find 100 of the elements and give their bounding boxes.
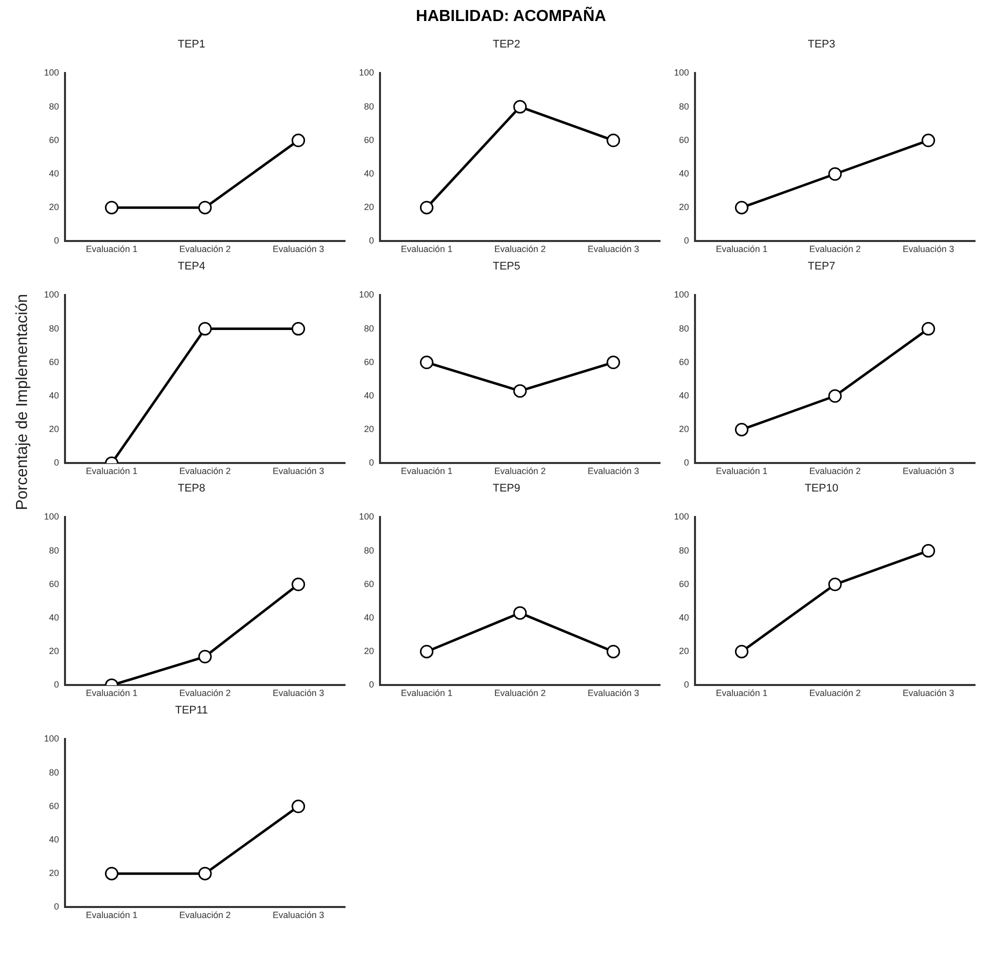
x-tick-label: Evaluación 3 — [902, 466, 954, 476]
x-tick-label: Evaluación 2 — [494, 466, 546, 476]
point — [828, 389, 842, 403]
y-tick-label: 100 — [358, 512, 374, 522]
y-tick-label: 0 — [369, 458, 374, 468]
chart-title: TEP10 — [804, 482, 838, 495]
y-tick-label: 40 — [679, 168, 690, 178]
chart-title: TEP2 — [492, 38, 520, 51]
y-tick-label: 100 — [358, 68, 374, 78]
x-tick-label: Evaluación 3 — [902, 244, 954, 254]
chart-title: TEP8 — [178, 482, 206, 495]
y-tick-label: 80 — [364, 101, 374, 112]
point — [513, 100, 527, 114]
y-tick-label: 80 — [49, 101, 60, 112]
y-tick-label: 0 — [684, 458, 690, 468]
y-tick-label: 20 — [364, 646, 374, 656]
x-tick-label: Evaluación 1 — [716, 466, 768, 476]
point — [734, 644, 748, 658]
y-tick-label: 100 — [674, 512, 690, 522]
y-tick-label: 40 — [679, 612, 690, 622]
chart-title: TEP11 — [175, 704, 208, 717]
y-tick-label: 80 — [679, 323, 690, 334]
y-tick-label: 60 — [364, 578, 374, 589]
x-tick-label: Evaluación 2 — [179, 910, 231, 920]
y-tick-label: 20 — [364, 202, 374, 212]
y-tick-label: 0 — [684, 236, 690, 246]
y-tick-label: 60 — [49, 356, 60, 367]
x-tick-label: Evaluación 3 — [588, 688, 640, 698]
point — [828, 167, 842, 181]
x-tick-label: Evaluación 3 — [272, 910, 324, 920]
y-tick-label: 80 — [49, 767, 60, 778]
y-tick-label: 60 — [364, 134, 374, 145]
chart-title: TEP3 — [808, 38, 836, 51]
y-tick-label: 100 — [44, 512, 60, 522]
y-tick-label: 20 — [364, 424, 374, 434]
point — [734, 200, 748, 214]
point — [734, 422, 748, 436]
point — [922, 134, 936, 148]
y-tick-label: 60 — [679, 356, 690, 367]
chart-title: TEP4 — [178, 260, 206, 273]
x-tick-label: Evaluación 3 — [272, 244, 324, 254]
x-tick-label: Evaluación 3 — [902, 688, 954, 698]
y-tick-label: 20 — [679, 646, 690, 656]
x-tick-label: Evaluación 1 — [400, 244, 452, 254]
x-tick-label: Evaluación 2 — [494, 688, 546, 698]
y-tick-label: 60 — [49, 800, 60, 811]
y-tick-label: 100 — [674, 290, 690, 300]
y-tick-label: 60 — [49, 134, 60, 145]
chart-title: TEP9 — [492, 482, 520, 495]
y-tick-label: 0 — [369, 236, 374, 246]
x-tick-label: Evaluación 2 — [809, 688, 861, 698]
x-tick-label: Evaluación 3 — [588, 244, 640, 254]
y-tick-label: 20 — [49, 868, 60, 878]
x-tick-label: Evaluación 1 — [86, 910, 138, 920]
y-tick-label: 60 — [364, 356, 374, 367]
y-tick-label: 80 — [364, 545, 374, 556]
x-tick-label: Evaluación 1 — [400, 466, 452, 476]
point — [606, 134, 620, 148]
x-tick-label: Evaluación 1 — [716, 244, 768, 254]
y-tick-label: 100 — [358, 290, 374, 300]
y-tick-label: 40 — [49, 834, 60, 844]
y-tick-label: 80 — [679, 545, 690, 556]
y-tick-label: 0 — [369, 680, 374, 690]
x-tick-label: Evaluación 1 — [86, 466, 138, 476]
y-tick-label: 60 — [49, 578, 60, 589]
chart-title: TEP1 — [178, 38, 206, 51]
x-tick-label: Evaluación 2 — [809, 244, 861, 254]
point — [922, 544, 936, 558]
y-tick-label: 100 — [44, 290, 60, 300]
y-tick-label: 40 — [49, 612, 60, 622]
y-axis-title: Porcentaje de Implementación — [14, 294, 32, 510]
y-tick-label: 0 — [54, 680, 60, 690]
y-tick-label: 60 — [679, 578, 690, 589]
y-tick-label: 0 — [684, 680, 690, 690]
x-tick-label: Evaluación 3 — [272, 466, 324, 476]
y-tick-label: 20 — [49, 202, 60, 212]
y-tick-label: 80 — [49, 545, 60, 556]
y-tick-label: 80 — [364, 323, 374, 334]
x-tick-label: Evaluación 1 — [400, 688, 452, 698]
x-tick-label: Evaluación 2 — [179, 466, 231, 476]
y-tick-label: 40 — [49, 390, 60, 400]
y-tick-label: 0 — [54, 236, 60, 246]
y-tick-label: 20 — [49, 646, 60, 656]
y-tick-label: 60 — [679, 134, 690, 145]
y-tick-label: 0 — [54, 458, 60, 468]
point — [420, 200, 434, 214]
y-tick-label: 100 — [674, 68, 690, 78]
y-tick-label: 0 — [54, 902, 60, 912]
chart-title: TEP7 — [808, 260, 836, 273]
x-tick-label: Evaluación 2 — [179, 688, 231, 698]
y-tick-label: 40 — [364, 612, 374, 622]
y-tick-label: 40 — [364, 390, 374, 400]
x-tick-label: Evaluación 2 — [494, 244, 546, 254]
point — [922, 322, 936, 336]
x-tick-label: Evaluación 3 — [272, 688, 324, 698]
x-tick-label: Evaluación 2 — [809, 466, 861, 476]
y-tick-label: 100 — [44, 68, 60, 78]
y-tick-label: 20 — [679, 424, 690, 434]
y-tick-label: 40 — [49, 168, 60, 178]
y-tick-label: 80 — [679, 101, 690, 112]
